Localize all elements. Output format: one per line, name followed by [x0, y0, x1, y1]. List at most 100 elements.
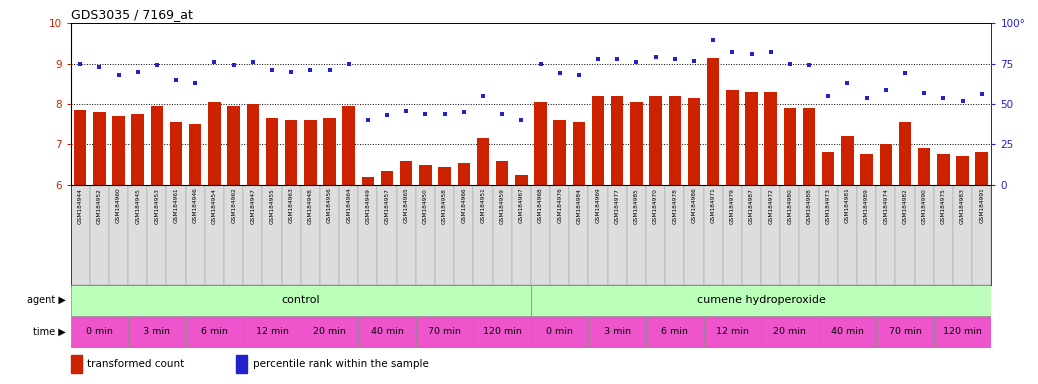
Bar — [879, 144, 892, 185]
Point — [359, 117, 376, 123]
Bar — [438, 167, 450, 185]
Point — [321, 67, 337, 73]
Point — [91, 64, 108, 70]
Point — [302, 67, 319, 73]
Text: 20 min: 20 min — [313, 327, 346, 336]
Bar — [784, 108, 796, 185]
FancyBboxPatch shape — [128, 185, 147, 285]
Text: GSM184958: GSM184958 — [442, 188, 447, 223]
Bar — [247, 104, 260, 185]
Point — [264, 67, 280, 73]
FancyBboxPatch shape — [378, 185, 397, 285]
Text: GSM184947: GSM184947 — [250, 188, 255, 223]
Bar — [861, 154, 873, 185]
Point — [954, 98, 971, 104]
FancyBboxPatch shape — [799, 185, 819, 285]
Text: GSM184960: GSM184960 — [116, 188, 121, 223]
Text: 3 min: 3 min — [604, 327, 631, 336]
FancyBboxPatch shape — [934, 185, 953, 285]
FancyBboxPatch shape — [493, 185, 512, 285]
FancyBboxPatch shape — [128, 316, 186, 348]
FancyBboxPatch shape — [704, 185, 722, 285]
FancyBboxPatch shape — [339, 185, 358, 285]
FancyBboxPatch shape — [589, 185, 607, 285]
Text: GSM184973: GSM184973 — [826, 188, 830, 223]
Point — [417, 111, 434, 117]
Bar — [170, 122, 183, 185]
Text: GSM184985: GSM184985 — [634, 188, 639, 223]
FancyBboxPatch shape — [857, 185, 876, 285]
FancyBboxPatch shape — [819, 185, 838, 285]
Text: GSM184974: GSM184974 — [883, 188, 889, 223]
Point — [436, 111, 453, 117]
Text: 20 min: 20 min — [773, 327, 807, 336]
FancyBboxPatch shape — [243, 316, 301, 348]
Point — [340, 61, 357, 67]
Bar — [727, 90, 739, 185]
FancyBboxPatch shape — [838, 185, 857, 285]
Text: 6 min: 6 min — [661, 327, 688, 336]
Bar — [71, 355, 82, 373]
FancyBboxPatch shape — [166, 185, 186, 285]
Bar — [458, 162, 470, 185]
FancyBboxPatch shape — [358, 316, 416, 348]
Text: GDS3035 / 7169_at: GDS3035 / 7169_at — [71, 8, 192, 22]
Text: 12 min: 12 min — [716, 327, 748, 336]
Text: GSM184961: GSM184961 — [173, 188, 179, 223]
Text: agent ▶: agent ▶ — [27, 295, 65, 305]
FancyBboxPatch shape — [89, 185, 109, 285]
Text: GSM184983: GSM184983 — [960, 188, 965, 223]
FancyBboxPatch shape — [186, 316, 243, 348]
Text: 40 min: 40 min — [371, 327, 404, 336]
Text: GSM184979: GSM184979 — [730, 188, 735, 223]
Bar — [573, 122, 585, 185]
Bar — [227, 106, 240, 185]
Text: GSM184952: GSM184952 — [97, 188, 102, 223]
Text: GSM184978: GSM184978 — [673, 188, 678, 223]
Text: GSM184977: GSM184977 — [614, 188, 620, 223]
Point — [513, 117, 529, 123]
FancyBboxPatch shape — [973, 185, 991, 285]
FancyBboxPatch shape — [281, 185, 301, 285]
Bar — [400, 161, 412, 185]
Text: 0 min: 0 min — [546, 327, 573, 336]
Bar — [266, 118, 278, 185]
FancyBboxPatch shape — [71, 316, 128, 348]
Bar — [650, 96, 662, 185]
FancyBboxPatch shape — [646, 316, 704, 348]
Text: GSM184955: GSM184955 — [270, 188, 274, 223]
Text: GSM184949: GSM184949 — [365, 188, 371, 223]
Bar — [611, 96, 624, 185]
Point — [494, 111, 511, 117]
Bar — [476, 138, 489, 185]
Text: GSM184975: GSM184975 — [940, 188, 946, 223]
Point — [148, 62, 165, 68]
Point — [225, 62, 242, 68]
FancyBboxPatch shape — [646, 185, 665, 285]
Text: time ▶: time ▶ — [32, 327, 65, 337]
Point — [705, 36, 721, 43]
FancyBboxPatch shape — [301, 316, 358, 348]
Bar — [553, 120, 566, 185]
Point — [648, 54, 664, 60]
FancyBboxPatch shape — [416, 185, 435, 285]
Bar — [151, 106, 163, 185]
Point — [207, 59, 223, 65]
Text: 12 min: 12 min — [255, 327, 289, 336]
FancyBboxPatch shape — [416, 316, 473, 348]
Text: GSM184962: GSM184962 — [231, 188, 236, 223]
Text: transformed count: transformed count — [87, 359, 185, 369]
FancyBboxPatch shape — [569, 185, 589, 285]
Bar — [592, 96, 604, 185]
FancyBboxPatch shape — [186, 185, 204, 285]
FancyBboxPatch shape — [876, 316, 934, 348]
Point — [935, 94, 952, 101]
Bar — [937, 154, 950, 185]
Text: cumene hydroperoxide: cumene hydroperoxide — [696, 295, 825, 305]
Bar — [496, 161, 509, 185]
Text: GSM184980: GSM184980 — [788, 188, 792, 223]
FancyBboxPatch shape — [953, 185, 973, 285]
FancyBboxPatch shape — [742, 185, 761, 285]
FancyBboxPatch shape — [243, 185, 263, 285]
Point — [762, 50, 778, 56]
